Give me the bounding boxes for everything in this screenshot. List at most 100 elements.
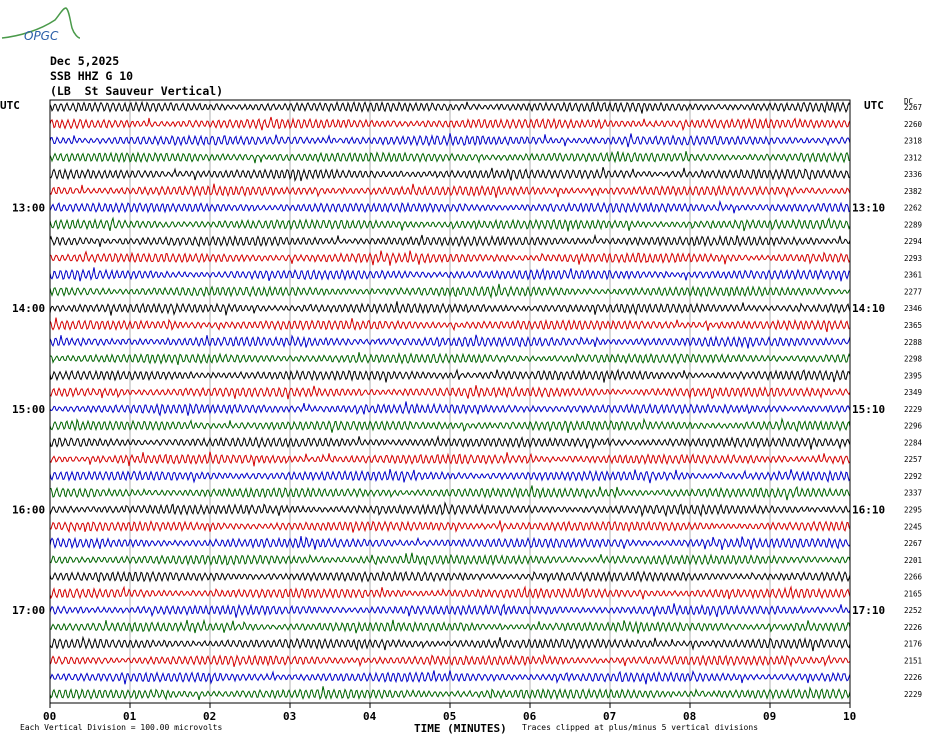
- right-time-label: 14:10: [852, 302, 885, 315]
- x-tick-label: 07: [603, 710, 616, 723]
- dc-offset-label: 2226: [904, 673, 923, 682]
- dc-offset-label: 2292: [904, 472, 922, 481]
- seismic-trace: [49, 468, 851, 484]
- dc-offset-label: 2395: [904, 371, 922, 380]
- x-tick-label: 06: [523, 710, 537, 723]
- trace-layer: [49, 100, 851, 701]
- seismic-trace: [49, 167, 851, 183]
- dc-offset-label: 2337: [904, 489, 922, 498]
- x-tick-label: 10: [843, 710, 856, 723]
- right-utc-label: UTC: [864, 99, 884, 112]
- left-time-label: 13:00: [12, 202, 45, 215]
- dc-offset-label: 2293: [904, 254, 922, 263]
- dc-offset-label: 2284: [904, 438, 923, 447]
- x-tick-label: 04: [363, 710, 377, 723]
- dc-offset-label: 2289: [904, 220, 922, 229]
- x-axis-title: TIME (MINUTES): [414, 722, 507, 735]
- dc-offset-label: 2361: [904, 271, 922, 280]
- right-time-label: 16:10: [852, 504, 885, 517]
- seismic-trace: [49, 216, 851, 232]
- dc-offset-label: 2277: [904, 288, 922, 297]
- clip-note: Traces clipped at plus/minus 5 vertical …: [522, 723, 759, 732]
- dc-column-label: DC: [904, 97, 913, 106]
- seismic-trace: [49, 654, 851, 668]
- dc-offset-label: 2294: [904, 237, 923, 246]
- header-location: (LB St Sauveur Vertical): [50, 84, 224, 98]
- dc-offset-label: 2295: [904, 506, 922, 515]
- header-station: SSB HHZ G 10: [50, 69, 134, 83]
- header-date: Dec 5,2025: [50, 54, 120, 68]
- dc-offset-label: 2365: [904, 321, 922, 330]
- left-utc-label: UTC: [0, 99, 20, 112]
- dc-offset-label: 2267: [904, 103, 922, 112]
- seismic-trace: [49, 585, 851, 600]
- seismic-trace: [49, 352, 851, 366]
- dc-offset-label: 2382: [904, 187, 922, 196]
- dc-offset-label: 2260: [904, 120, 923, 129]
- grid-layer: [129, 100, 771, 703]
- dc-offset-label: 2346: [904, 304, 923, 313]
- label-layer: 2267 2260 2318 2312 2336 2382 2262 2289 2294 2293…: [12, 103, 923, 723]
- seismic-trace: [49, 100, 851, 114]
- x-tick-label: 00: [43, 710, 56, 723]
- seismic-trace: [49, 233, 851, 248]
- dc-offset-label: 2296: [904, 422, 923, 431]
- seismic-trace: [49, 536, 851, 551]
- seismic-trace: [49, 618, 851, 634]
- x-tick-label: 02: [203, 710, 216, 723]
- seismic-trace: [49, 116, 851, 132]
- x-tick-label: 09: [763, 710, 776, 723]
- seismic-trace: [49, 133, 851, 148]
- seismic-trace: [49, 501, 851, 518]
- seismic-trace: [49, 686, 851, 701]
- opgc-logo: OPGC: [1, 7, 80, 43]
- x-tick-label: 03: [283, 710, 296, 723]
- right-time-label: 13:10: [852, 202, 885, 215]
- seismic-trace: [49, 570, 851, 583]
- scale-note: Each Vertical Division = 100.00 microvol…: [20, 723, 223, 732]
- x-tick-label: 08: [683, 710, 696, 723]
- left-time-label: 15:00: [12, 403, 45, 416]
- seismic-trace: [49, 401, 851, 417]
- dc-offset-label: 2349: [904, 388, 922, 397]
- seismic-trace: [49, 603, 851, 618]
- seismic-trace: [49, 183, 851, 199]
- dc-offset-label: 2229: [904, 690, 922, 699]
- x-tick-label: 05: [443, 710, 456, 723]
- dc-offset-label: 2298: [904, 355, 923, 364]
- seismic-trace: [49, 635, 851, 652]
- dc-offset-label: 2257: [904, 455, 922, 464]
- seismic-trace: [49, 434, 851, 450]
- left-time-label: 16:00: [12, 504, 45, 517]
- seismic-trace: [49, 385, 851, 400]
- seismic-trace: [49, 552, 851, 566]
- seismic-trace: [49, 485, 851, 501]
- dc-offset-label: 2312: [904, 153, 922, 162]
- seismic-trace: [49, 199, 851, 214]
- seismic-trace: [49, 283, 851, 300]
- seismic-trace: [49, 669, 851, 685]
- dc-offset-label: 2245: [904, 522, 922, 531]
- dc-offset-label: 2288: [904, 338, 923, 347]
- seismic-trace: [49, 250, 851, 266]
- seismic-trace: [49, 417, 851, 433]
- left-time-label: 14:00: [12, 302, 45, 315]
- dc-offset-label: 2252: [904, 606, 922, 615]
- left-time-label: 17:00: [12, 604, 45, 617]
- dc-offset-label: 2262: [904, 204, 922, 213]
- seismic-trace: [49, 520, 851, 534]
- dc-offset-label: 2267: [904, 539, 922, 548]
- dc-offset-label: 2226: [904, 623, 923, 632]
- right-time-label: 17:10: [852, 604, 885, 617]
- right-time-label: 15:10: [852, 403, 885, 416]
- dc-offset-label: 2318: [904, 137, 923, 146]
- dc-offset-label: 2165: [904, 589, 922, 598]
- dc-offset-label: 2266: [904, 573, 923, 582]
- seismic-trace: [49, 451, 851, 467]
- seismic-trace: [49, 334, 851, 349]
- seismic-trace: [49, 301, 851, 316]
- dc-offset-label: 2229: [904, 405, 922, 414]
- seismic-trace: [49, 368, 851, 383]
- dc-offset-label: 2201: [904, 556, 922, 565]
